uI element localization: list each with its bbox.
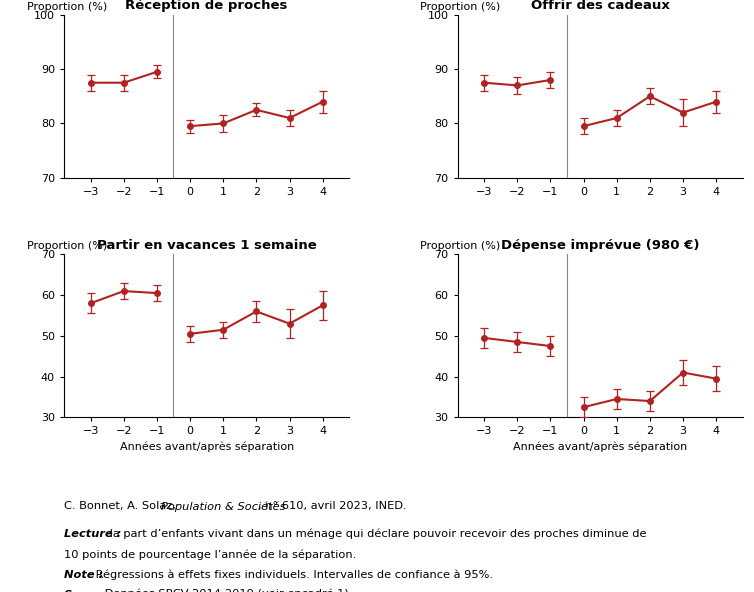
Title: Offrir des cadeaux: Offrir des cadeaux (531, 0, 670, 12)
Text: la part d’enfants vivant dans un ménage qui déclare pouvoir recevoir des proches: la part d’enfants vivant dans un ménage … (106, 529, 646, 539)
X-axis label: Années avant/après séparation: Années avant/après séparation (120, 442, 294, 452)
Text: Source :: Source : (64, 590, 117, 592)
Text: Proportion (%): Proportion (%) (421, 241, 501, 251)
Text: Proportion (%): Proportion (%) (421, 2, 501, 11)
Text: Proportion (%): Proportion (%) (27, 2, 107, 11)
Text: Régressions à effets fixes individuels. Intervalles de confiance à 95%.: Régressions à effets fixes individuels. … (92, 570, 493, 580)
Title: Partir en vacances 1 semaine: Partir en vacances 1 semaine (97, 239, 317, 252)
Text: Population & Sociétés: Population & Sociétés (161, 501, 286, 512)
Text: , n° 610, avril 2023, INED.: , n° 610, avril 2023, INED. (258, 501, 406, 511)
Text: Données SRCV 2014-2019 (voir encadré 1).: Données SRCV 2014-2019 (voir encadré 1). (101, 590, 352, 592)
Text: Note :: Note : (64, 570, 103, 580)
Text: Proportion (%): Proportion (%) (27, 241, 107, 251)
Text: C. Bonnet, A. Solaz,: C. Bonnet, A. Solaz, (64, 501, 179, 511)
X-axis label: Années avant/après séparation: Années avant/après séparation (513, 442, 687, 452)
Text: 10 points de pourcentage l’année de la séparation.: 10 points de pourcentage l’année de la s… (64, 549, 357, 560)
Title: Dépense imprévue (980 €): Dépense imprévue (980 €) (501, 239, 700, 252)
Text: Lecture :: Lecture : (64, 529, 121, 539)
Title: Réception de proches: Réception de proches (125, 0, 288, 12)
